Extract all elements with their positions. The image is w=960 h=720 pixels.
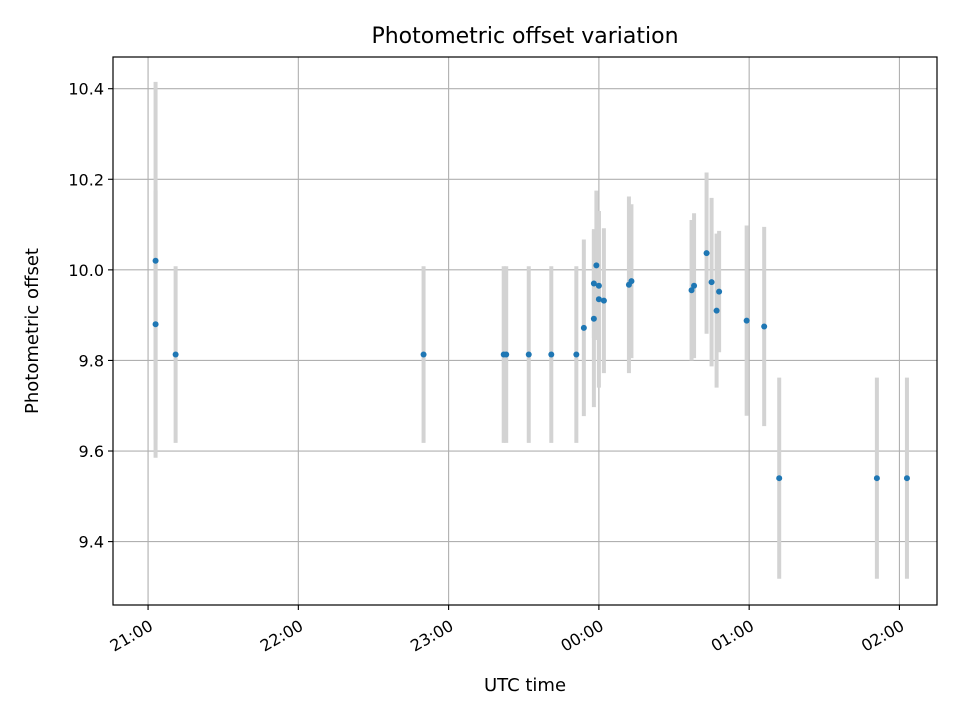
y-axis-ticks: 9.4 9.6 9.8 10.0 10.2 10.4 xyxy=(68,80,113,552)
y-tick-label: 10.4 xyxy=(68,80,104,99)
data-point xyxy=(873,475,880,482)
data-point xyxy=(776,475,783,482)
data-point xyxy=(595,296,602,303)
data-point xyxy=(716,288,723,295)
x-tick-label: 02:00 xyxy=(858,616,907,656)
data-point xyxy=(590,315,597,322)
grid xyxy=(113,57,937,605)
x-axis-ticks: 21:00 22:00 23:00 00:00 01:00 02:00 xyxy=(107,605,907,656)
data-point xyxy=(580,324,587,331)
y-axis-label: Photometric offset xyxy=(22,248,43,414)
data-point xyxy=(691,282,698,289)
data-points xyxy=(152,250,910,482)
y-tick-label: 9.8 xyxy=(79,351,104,370)
x-tick-label: 23:00 xyxy=(407,616,456,656)
data-point xyxy=(761,323,768,330)
data-point xyxy=(590,280,597,287)
data-point xyxy=(708,279,715,286)
x-tick-label: 01:00 xyxy=(708,616,757,656)
x-tick-label: 22:00 xyxy=(257,616,306,656)
data-point xyxy=(600,297,607,304)
data-point xyxy=(688,287,695,294)
data-point xyxy=(743,317,750,324)
data-point xyxy=(593,262,600,269)
plot-frame xyxy=(112,56,938,606)
chart-title: Photometric offset variation xyxy=(371,24,678,49)
x-axis-label: UTC time xyxy=(484,675,566,696)
data-point xyxy=(595,282,602,289)
x-tick-label: 21:00 xyxy=(107,616,156,656)
data-point xyxy=(152,257,159,264)
data-point xyxy=(703,250,710,257)
data-point xyxy=(420,351,427,358)
data-point xyxy=(525,351,532,358)
x-tick-label: 00:00 xyxy=(557,616,606,656)
data-point xyxy=(573,351,580,358)
y-tick-label: 10.2 xyxy=(68,170,104,189)
data-point xyxy=(903,475,910,482)
y-tick-label: 10.0 xyxy=(68,261,104,280)
data-point xyxy=(172,351,179,358)
y-tick-label: 9.6 xyxy=(79,442,104,461)
data-point xyxy=(628,278,635,285)
y-tick-label: 9.4 xyxy=(79,533,104,552)
data-point xyxy=(548,351,555,358)
data-point xyxy=(713,307,720,314)
data-point xyxy=(152,321,159,328)
error-bars xyxy=(153,81,909,579)
data-point xyxy=(503,351,510,358)
